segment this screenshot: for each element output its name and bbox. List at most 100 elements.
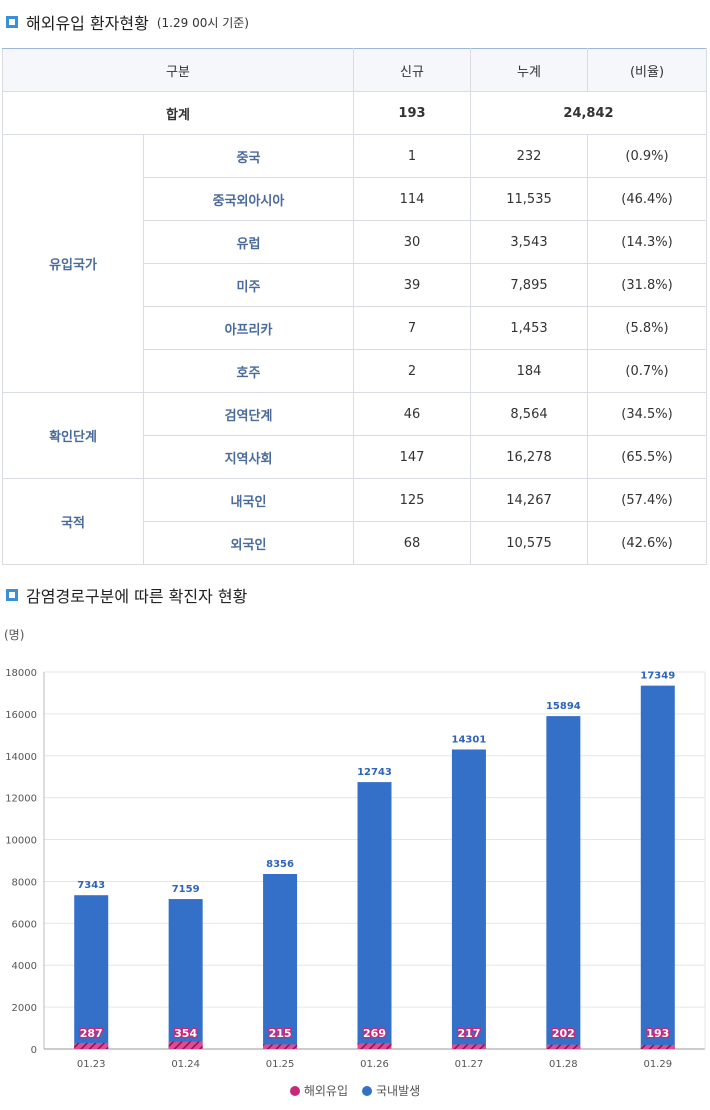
bar-imported — [357, 1043, 392, 1049]
section-header-imported: 해외유입 환자현황 (1.29 00시 기준) — [6, 10, 249, 34]
imported-cases-table: 구분 신규 누계 (비율) 합계 193 24,842 유입국가 중국 1 232 (0… — [2, 48, 707, 565]
table-row: 중국외아시아 114 11,535 (46.4%) — [3, 177, 707, 221]
group-label: 확인단계 — [2, 392, 144, 479]
cell-new: 39 — [353, 263, 471, 307]
cell-cumulative: 10,575 — [470, 521, 588, 565]
table-row: 미주 39 7,895 (31.8%) — [3, 263, 707, 307]
cell-ratio: (31.8%) — [587, 263, 707, 307]
row-label: 미주 — [142, 263, 355, 307]
cell-ratio: (5.8%) — [587, 306, 707, 350]
header-ratio: (비율) — [587, 48, 707, 92]
x-tick-label: 01.26 — [360, 1059, 389, 1070]
section-title: 감염경로구분에 따른 확진자 현황 — [26, 587, 248, 606]
bar-imported — [451, 1044, 486, 1049]
cell-ratio: (65.5%) — [587, 435, 707, 479]
row-label: 아프리카 — [142, 306, 355, 350]
data-label-domestic: 12743 — [357, 767, 392, 778]
data-label-imported: 202 — [552, 1027, 575, 1040]
header-category: 구분 — [2, 48, 354, 92]
legend-item-domestic[interactable]: 국내발생 — [362, 1082, 420, 1099]
y-tick-label: 4000 — [12, 961, 37, 972]
legend-item-imported[interactable]: 해외유입 — [289, 1082, 348, 1099]
cell-new: 68 — [353, 521, 471, 565]
table-row: 확인단계 검역단계 46 8,564 (34.5%) — [2, 392, 707, 479]
data-label-imported: 354 — [174, 1027, 197, 1040]
y-tick-label: 16000 — [5, 710, 37, 721]
cell-cumulative: 14,267 — [470, 478, 588, 522]
total-label: 합계 — [2, 91, 354, 135]
x-tick-label: 01.28 — [549, 1059, 578, 1070]
data-label-domestic: 14301 — [452, 734, 487, 745]
x-tick-label: 01.24 — [171, 1059, 200, 1070]
data-label-imported: 217 — [457, 1027, 480, 1040]
row-label: 외국인 — [142, 521, 355, 565]
cell-new: 1 — [353, 134, 471, 178]
row-label: 내국인 — [142, 478, 355, 522]
bar-domestic — [168, 899, 203, 1049]
chart-legend: 해외유입 국내발생 — [0, 1082, 710, 1099]
y-tick-label: 6000 — [12, 919, 37, 930]
legend-label-domestic: 국내발생 — [376, 1084, 421, 1098]
bar-domestic — [74, 895, 109, 1049]
table-row: 지역사회 147 16,278 (65.5%) — [3, 435, 707, 479]
bar-imported — [263, 1044, 298, 1049]
header-cumulative: 누계 — [470, 48, 588, 92]
total-row: 합계 193 24,842 — [2, 91, 707, 135]
stacked-bar-chart: (명) 0 2000 4000 6000 8000 10000 12000 14000 16000… — [4, 628, 706, 1070]
y-tick-label: 8000 — [12, 877, 37, 888]
section-header-route: 감염경로구분에 따른 확진자 현황 — [6, 583, 247, 607]
cell-new: 2 — [353, 349, 471, 393]
cell-new: 46 — [353, 392, 471, 436]
cell-ratio: (42.6%) — [587, 521, 707, 565]
data-label-imported: 193 — [646, 1027, 669, 1040]
data-label-imported: 215 — [269, 1027, 292, 1040]
x-tick-label: 01.27 — [455, 1059, 484, 1070]
bar-domestic — [357, 782, 392, 1049]
cell-new: 30 — [353, 220, 471, 264]
data-label-domestic: 7343 — [77, 880, 105, 891]
bar-domestic — [640, 685, 675, 1049]
cell-ratio: (14.3%) — [587, 220, 707, 264]
header-new: 신규 — [353, 48, 471, 92]
row-label: 호주 — [142, 349, 355, 393]
cell-cumulative: 16,278 — [470, 435, 588, 479]
table-row: 외국인 68 10,575 (42.6%) — [3, 521, 707, 565]
y-tick-label: 14000 — [5, 752, 37, 763]
bar-imported — [640, 1044, 675, 1049]
cell-ratio: (0.7%) — [587, 349, 707, 393]
row-label: 중국외아시아 — [142, 177, 355, 221]
row-label: 검역단계 — [142, 392, 355, 436]
table-row: 호주 2 184 (0.7%) — [3, 349, 707, 393]
row-label: 지역사회 — [142, 435, 355, 479]
cell-cumulative: 8,564 — [470, 392, 588, 436]
cell-cumulative: 1,453 — [470, 306, 588, 350]
row-label: 중국 — [142, 134, 355, 178]
table-row: 국적 내국인 125 14,267 (57.4%) — [2, 478, 707, 565]
cell-cumulative: 11,535 — [470, 177, 588, 221]
section-square-icon — [6, 16, 18, 28]
data-label-domestic: 15894 — [546, 701, 581, 712]
y-tick-label: 18000 — [5, 668, 37, 679]
section-note: (1.29 00시 기준) — [156, 15, 249, 30]
cell-ratio: (57.4%) — [587, 478, 707, 522]
row-label: 유럽 — [142, 220, 355, 264]
data-label-imported: 287 — [80, 1027, 103, 1040]
legend-dot-imported — [289, 1085, 300, 1096]
bar-imported — [168, 1041, 203, 1049]
total-cumulative: 24,842 — [470, 91, 707, 135]
table-row: 유럽 30 3,543 (14.3%) — [3, 220, 707, 264]
data-label-domestic: 17349 — [640, 671, 675, 682]
data-label-domestic: 8356 — [266, 859, 294, 870]
y-tick-label: 0 — [31, 1045, 37, 1056]
cell-cumulative: 3,543 — [470, 220, 588, 264]
cell-cumulative: 7,895 — [470, 263, 588, 307]
cell-new: 114 — [353, 177, 471, 221]
x-tick-label: 01.23 — [77, 1059, 106, 1070]
x-tick-label: 01.29 — [643, 1059, 672, 1070]
section-title: 해외유입 환자현황 — [26, 14, 149, 33]
cell-new: 125 — [353, 478, 471, 522]
bar-domestic — [451, 749, 486, 1049]
cell-ratio: (0.9%) — [587, 134, 707, 178]
legend-dot-domestic — [362, 1085, 372, 1096]
total-new: 193 — [353, 91, 471, 135]
